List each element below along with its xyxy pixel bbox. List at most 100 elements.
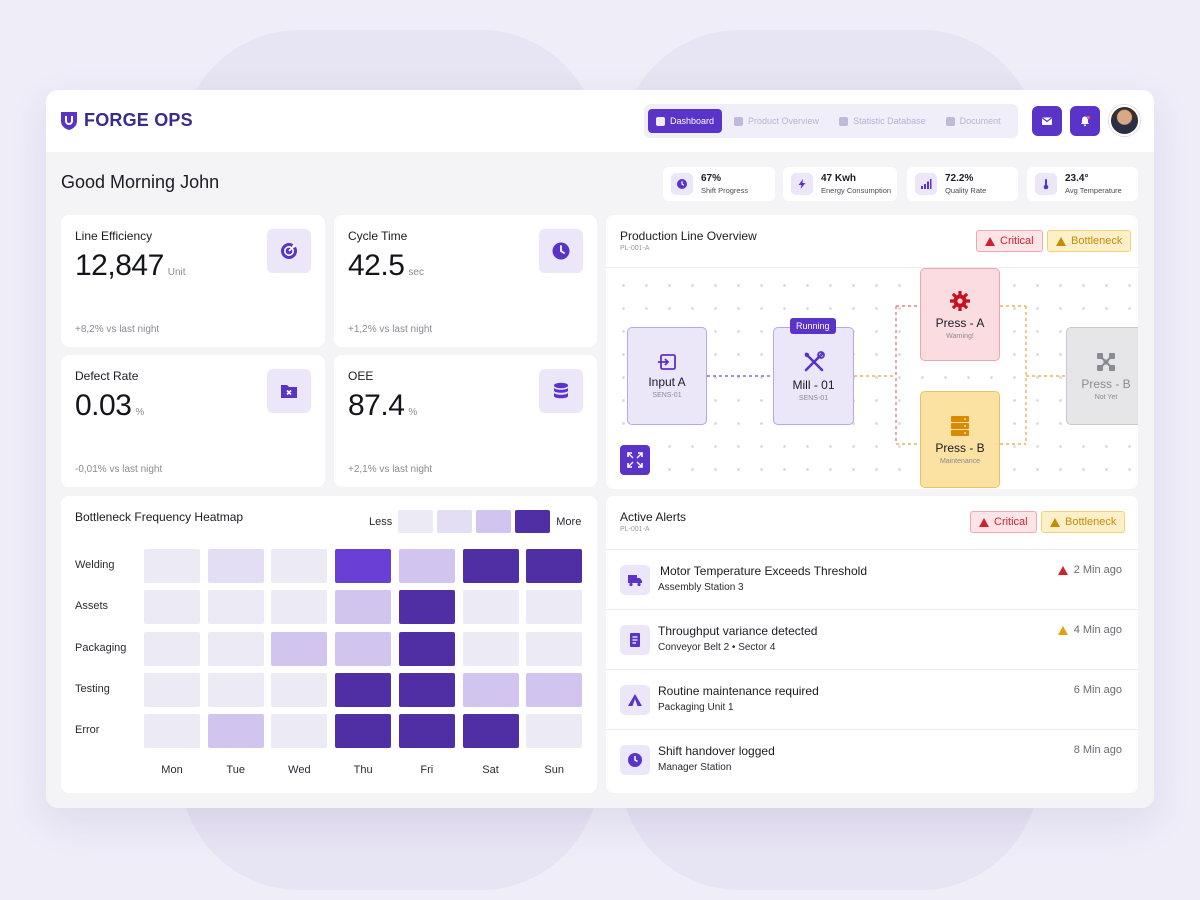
heatmap-cell[interactable] [335,714,392,749]
card-production-line: Production Line Overview PL-001-A Critic… [606,215,1138,489]
heatmap-cell[interactable] [462,672,519,707]
card-bottleneck-heatmap: Bottleneck Frequency Heatmap Less More W… [61,496,597,793]
critical-filter-tag[interactable]: Critical [976,230,1043,252]
node-subtitle: Maintenance [939,457,981,465]
heatmap-cell[interactable] [144,672,200,707]
alert-subtitle: Conveyor Belt 2 • Sector 4 [658,642,776,653]
heatmap-cell[interactable] [526,672,583,707]
bottleneck-filter-tag[interactable]: Bottleneck [1047,230,1132,252]
metric-unit: % [408,407,418,418]
metric-delta: -0,01% vs last night [75,464,163,475]
tag-label: Bottleneck [1071,235,1123,247]
heatmap-cell[interactable] [271,549,328,583]
heatmap-cell[interactable] [335,631,392,666]
alert-item[interactable]: Motor Temperature Exceeds Threshold Asse… [606,549,1138,609]
heatmap-cell[interactable] [398,549,455,583]
kpi-label: Shift Progress [701,186,749,195]
tab-document[interactable]: Document [938,109,1009,133]
node-input-a[interactable]: Input A SENS-01 [627,327,707,425]
heatmap-day-label: Wed [288,764,311,776]
expand-button[interactable] [620,445,650,475]
heatmap-cell[interactable] [271,631,328,666]
tab-statistic-database[interactable]: Statistic Database [831,109,934,133]
node-subtitle: SENS-01 [652,392,682,399]
heatmap-cell[interactable] [271,714,328,749]
tab-dashboard[interactable]: Dashboard [648,109,723,133]
metric-title: Defect Rate [75,369,139,383]
tent-icon [620,685,650,715]
heatmap-cell[interactable] [144,714,200,749]
tools-icon [804,351,825,372]
node-title: Press - A [935,315,985,330]
legend-swatch [437,510,473,533]
node-press-b-maintenance[interactable]: Press - B Maintenance [920,391,1000,488]
card-cycle-time: Cycle Time 42.5 sec +1,2% vs last night [334,215,597,347]
alert-time: 4 Min ago [1057,624,1122,636]
heatmap-cell[interactable] [335,590,392,625]
tab-product-overview[interactable]: Product Overview [726,109,827,133]
alert-time-label: 2 Min ago [1073,564,1122,576]
heatmap-cell[interactable] [144,631,200,666]
heatmap-cell[interactable] [207,672,264,707]
alert-subtitle: Packaging Unit 1 [658,702,734,713]
top-bar: FORGE OPS Dashboard Product Overview Sta… [46,90,1154,152]
heatmap-cell[interactable] [398,590,455,625]
tag-label: Critical [994,516,1028,528]
box-icon [734,116,744,126]
heatmap-legend: Less More [367,510,583,533]
truck-icon [620,565,650,595]
heatmap-cell[interactable] [207,549,264,583]
alert-item[interactable]: Routine maintenance required Packaging U… [606,669,1138,729]
metric-number: 0.03 [75,389,132,422]
metric-value: 87.4% [348,389,417,423]
kpi-quality-rate: 72.2% Quality Rate [907,167,1018,201]
node-press-b-pending[interactable]: Press - B Not Yet [1066,327,1138,425]
heatmap-cell[interactable] [271,672,328,707]
critical-filter-tag[interactable]: Critical [970,511,1037,533]
heatmap-cell[interactable] [335,549,392,583]
card-subtitle: PL-001-A [620,245,650,252]
alert-item[interactable]: Throughput variance detected Conveyor Be… [606,609,1138,669]
bottleneck-filter-tag[interactable]: Bottleneck [1041,511,1126,533]
heatmap-cell[interactable] [144,590,200,625]
metric-title: OEE [348,369,374,383]
heatmap-cell[interactable] [526,631,583,666]
brand-logo[interactable]: FORGE OPS [60,110,193,131]
heatmap-cell[interactable] [207,714,264,749]
legend-swatch [398,510,434,533]
heatmap-cell[interactable] [398,714,455,749]
node-title: Press - B [935,440,985,455]
inbox-button[interactable] [1032,106,1062,136]
document-icon [945,116,955,126]
alert-title: Routine maintenance required [658,684,819,698]
alert-item[interactable]: Shift handover logged Manager Station 8 … [606,729,1138,789]
heatmap-cell[interactable] [462,714,519,749]
card-line-efficiency: Line Efficiency 12,847 Unit +8,2% vs last… [61,215,325,347]
warning-icon [979,517,989,527]
user-avatar[interactable] [1109,105,1140,136]
heatmap-cell[interactable] [526,590,583,625]
heatmap-cell[interactable] [462,549,519,583]
notifications-button[interactable] [1070,106,1100,136]
warning-icon [985,236,995,246]
node-press-a[interactable]: Press - A Warning! [920,268,1000,361]
legend-swatch [515,510,551,533]
heatmap-cell[interactable] [462,590,519,625]
heatmap-cell[interactable] [271,590,328,625]
heatmap-cell[interactable] [398,631,455,666]
heatmap-cell[interactable] [144,549,200,583]
expand-icon [627,452,643,468]
alert-time-label: 4 Min ago [1073,624,1122,636]
heatmap-cell[interactable] [398,672,455,707]
node-subtitle: SENS-01 [798,395,829,402]
heatmap-cell[interactable] [207,631,264,666]
heatmap-cell[interactable] [462,631,519,666]
heatmap-cell[interactable] [526,549,583,583]
node-mill-01[interactable]: Mill - 01 SENS-01 [773,327,854,425]
node-title: Input A [648,375,686,389]
heatmap-cell[interactable] [335,672,392,707]
heatmap-cell[interactable] [526,714,583,749]
metric-unit: sec [408,267,424,278]
heatmap-cell[interactable] [207,590,264,625]
card-subtitle: PL-001-A [620,526,650,533]
